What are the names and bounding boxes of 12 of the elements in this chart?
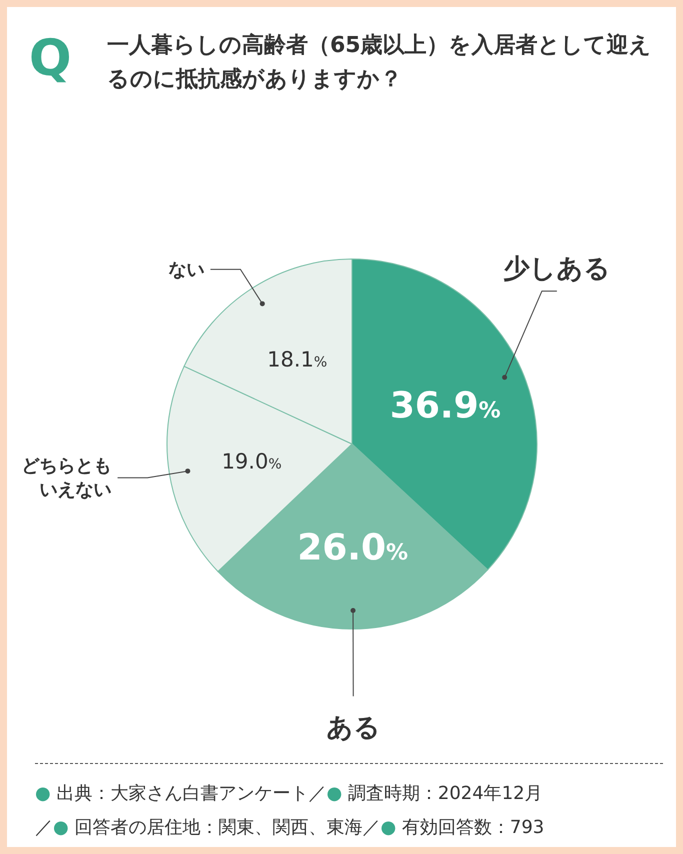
text: ● 出典：大家さん白書アンケート／● 調査時期：2024年12月	[35, 782, 544, 806]
chart-title: 一人暮らしの高齢者（65歳以上）を入居者として迎えるのに抵抗感がありますか？	[107, 32, 653, 94]
slice-label: どちらともいえない	[22, 456, 112, 501]
data-label: 19.0%	[222, 450, 282, 474]
data-label: 26.0%	[297, 528, 408, 569]
slice-label: ない	[168, 259, 204, 280]
slice-label: 少しある	[503, 254, 610, 284]
data-label: 36.9%	[390, 385, 501, 426]
text: ／● 回答者の居住地：関東、関西、東海／● 有効回答数：793	[35, 816, 546, 840]
text: Q	[29, 29, 72, 87]
slice-label: ある	[326, 713, 380, 744]
data-label: 18.1%	[267, 347, 328, 372]
